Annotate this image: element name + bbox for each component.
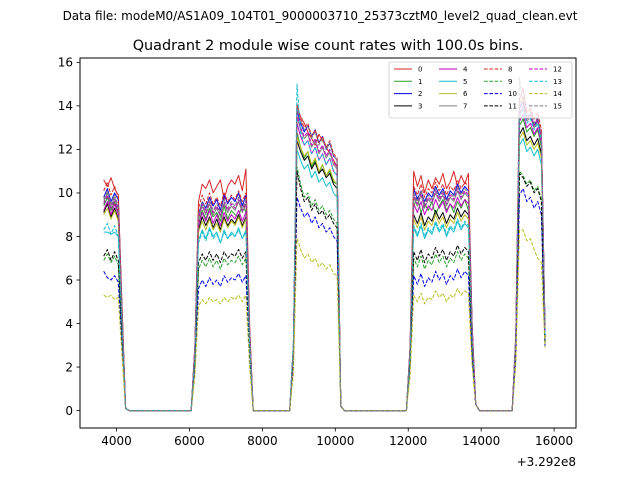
legend-label-8: 8 xyxy=(508,66,512,74)
y-tick-label: 16 xyxy=(58,56,73,70)
legend-label-9: 9 xyxy=(508,78,512,86)
legend-label-11: 11 xyxy=(508,102,517,110)
x-tick-label: 6000 xyxy=(174,434,205,448)
y-tick-label: 10 xyxy=(58,186,73,200)
chart-title: Quadrant 2 module wise count rates with … xyxy=(133,38,524,54)
y-tick-label: 8 xyxy=(65,230,73,244)
legend-label-12: 12 xyxy=(553,66,562,74)
legend-label-6: 6 xyxy=(463,90,468,98)
y-tick-label: 6 xyxy=(65,273,73,287)
y-axis: 0 2 4 6 8 10 12 14 16 xyxy=(58,56,80,418)
x-tick-label: 10000 xyxy=(316,434,354,448)
y-tick-label: 2 xyxy=(65,360,73,374)
legend-label-13: 13 xyxy=(553,78,562,86)
y-tick-label: 14 xyxy=(58,99,73,113)
x-axis-offset-label: +3.292e8 xyxy=(517,455,576,469)
series-line-11 xyxy=(103,170,546,412)
legend-label-4: 4 xyxy=(463,66,468,74)
figure-suptitle: Data file: modeM0/AS1A09_104T01_90000037… xyxy=(63,9,578,23)
x-axis: 4000 6000 8000 10000 12000 14000 16000 xyxy=(101,428,573,448)
x-tick-label: 14000 xyxy=(462,434,500,448)
legend-box xyxy=(388,61,573,119)
legend-label-0: 0 xyxy=(418,66,422,74)
plot-area xyxy=(103,77,546,412)
y-tick-label: 0 xyxy=(65,404,73,418)
legend-label-2: 2 xyxy=(418,90,422,98)
legend-label-7: 7 xyxy=(463,102,467,110)
legend-label-10: 10 xyxy=(508,90,517,98)
x-tick-label: 16000 xyxy=(535,434,573,448)
legend-label-15: 15 xyxy=(553,102,562,110)
series-line-15 xyxy=(103,77,546,412)
legend-label-1: 1 xyxy=(418,78,422,86)
x-tick-label: 4000 xyxy=(101,434,132,448)
y-tick-label: 12 xyxy=(58,143,73,157)
legend-label-5: 5 xyxy=(463,78,467,86)
y-tick-label: 4 xyxy=(65,317,73,331)
x-tick-label: 8000 xyxy=(247,434,278,448)
axes-frame xyxy=(79,57,577,429)
legend-label-3: 3 xyxy=(418,102,422,110)
legend-label-14: 14 xyxy=(553,90,562,98)
x-tick-label: 12000 xyxy=(389,434,427,448)
